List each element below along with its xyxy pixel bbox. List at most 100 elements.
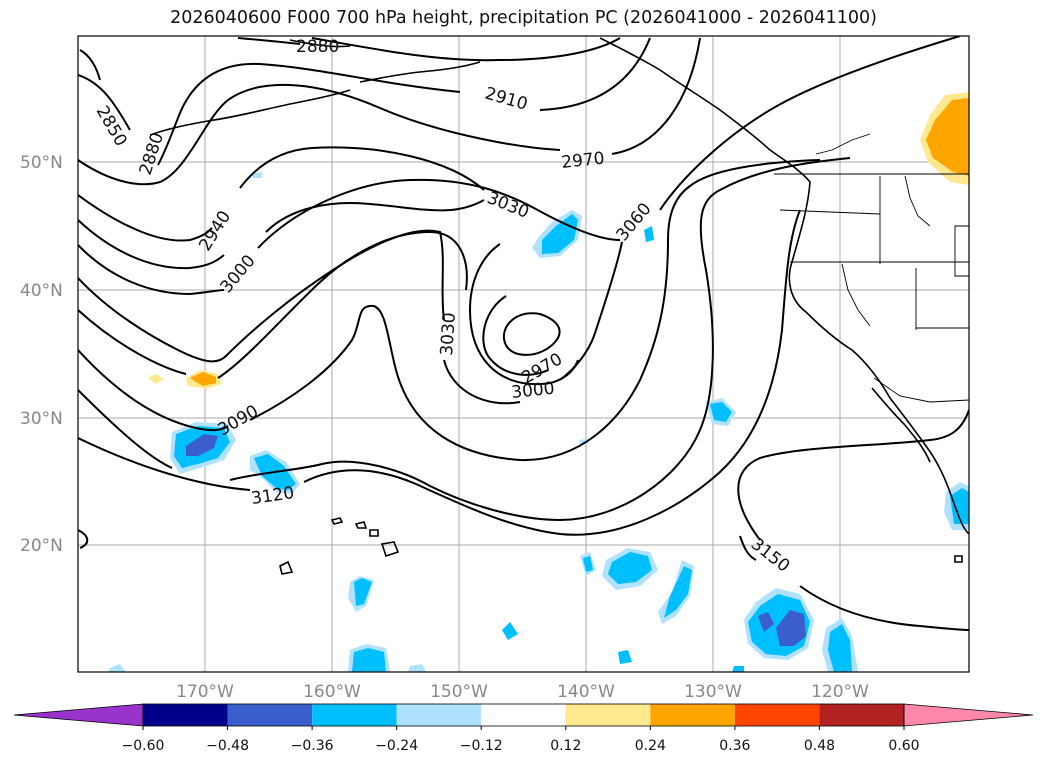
colorbar-box — [143, 704, 228, 726]
colorbar-tick-label: −0.48 — [206, 738, 249, 754]
precip-negative-area — [618, 650, 632, 664]
coastline — [369, 529, 379, 537]
precip-negative-area — [252, 172, 262, 178]
colorbar-tick-label: 0.12 — [550, 738, 581, 754]
coastline — [380, 541, 400, 558]
colorbar-tick-label: −0.60 — [122, 738, 165, 754]
precip-negative-area — [108, 664, 126, 672]
coastline — [289, 39, 351, 48]
colorbar-outline — [142, 703, 905, 727]
lon-label: 130°W — [684, 682, 742, 702]
contour-line — [78, 62, 461, 166]
lat-label: 40°N — [20, 281, 63, 301]
contour-line — [78, 178, 621, 296]
precip-negative-area — [950, 488, 969, 524]
coastline — [871, 387, 931, 463]
contour-line — [79, 49, 101, 81]
colorbar-tick-label: 0.36 — [719, 738, 750, 754]
coastline — [330, 517, 344, 525]
contour-label: 2880 — [296, 37, 339, 57]
contour-line — [502, 312, 561, 356]
lon-label: 140°W — [557, 682, 615, 702]
map-frame — [77, 35, 970, 673]
border-line — [779, 209, 881, 215]
coastline — [279, 560, 294, 575]
contour-line — [78, 209, 801, 536]
colorbar-box — [650, 704, 735, 726]
colorbar-box — [819, 704, 904, 726]
border-line — [873, 377, 969, 403]
contour-line — [78, 157, 851, 522]
contour-line — [78, 529, 89, 549]
colorbar-tick-label: −0.24 — [375, 738, 418, 754]
coastline — [354, 521, 368, 529]
borders — [774, 133, 969, 403]
colorbar-extend-max — [903, 703, 1034, 727]
precip-negative-area — [758, 612, 774, 632]
lon-label: 150°W — [430, 682, 488, 702]
precip-negative-area — [502, 622, 518, 640]
precip-negative-area — [710, 402, 732, 422]
contour-label: 2970 — [560, 149, 605, 173]
precip-positive-area — [148, 374, 164, 384]
precip-shading — [108, 92, 969, 672]
contour-line — [237, 37, 301, 45]
contour-line — [78, 159, 821, 462]
precip-negative-area — [583, 556, 593, 572]
border-line — [841, 263, 871, 327]
coastline — [599, 37, 969, 535]
coastline — [359, 61, 481, 83]
colorbar-extend-min — [13, 703, 144, 727]
coastline — [149, 89, 351, 136]
colorbar-tick-label: −0.12 — [460, 738, 503, 754]
colorbar-box — [396, 704, 482, 726]
colorbar-box — [227, 704, 313, 726]
lon-label: 170°W — [176, 682, 234, 702]
lat-label: 50°N — [20, 153, 63, 173]
contour-label: 3000 — [510, 379, 555, 403]
colorbar-box — [312, 704, 397, 726]
longitude-labels: 170°W 160°W 150°W 140°W 130°W 120°W — [176, 682, 869, 702]
border-line — [954, 225, 969, 277]
map-title: 2026040600 F000 700 hPa height, precipit… — [170, 8, 877, 28]
colorbar-box — [565, 704, 651, 726]
precip-negative-area — [776, 610, 806, 646]
precip-negative-area — [352, 648, 386, 672]
precip-negative-area — [732, 666, 744, 672]
precip-negative-area — [186, 434, 218, 456]
precip-negative-area — [644, 226, 654, 242]
colorbar-tick-label: −0.36 — [291, 738, 334, 754]
coastline — [954, 555, 963, 563]
border-line — [904, 175, 931, 227]
contour-line — [659, 36, 961, 211]
border-line — [815, 133, 871, 155]
colorbar-box — [481, 704, 566, 726]
gridlines — [78, 36, 969, 672]
colorbar-box — [734, 704, 820, 726]
colorbar-tick-label: 0.60 — [888, 738, 919, 754]
latitude-labels: 50°N 40°N 30°N 20°N — [20, 153, 63, 556]
contour-line — [78, 230, 468, 379]
precip-negative-area — [408, 664, 426, 672]
lon-label: 120°W — [811, 682, 869, 702]
precip-positive-area — [926, 98, 969, 176]
precip-negative-area — [354, 578, 372, 606]
lat-label: 20°N — [20, 536, 63, 556]
precip-negative-area — [664, 566, 692, 618]
contour-line — [611, 37, 701, 155]
lon-label: 160°W — [303, 682, 361, 702]
precip-positive-area — [190, 372, 216, 386]
contour-line — [78, 199, 485, 270]
contour-line — [482, 295, 549, 376]
contour-line — [311, 37, 621, 62]
contour-line — [539, 37, 651, 111]
lat-label: 30°N — [20, 409, 63, 429]
contour-line — [468, 243, 579, 386]
contour-line — [78, 146, 485, 242]
contour-line — [737, 409, 969, 541]
colorbar-tick-label: 0.48 — [804, 738, 835, 754]
colorbar-tick-label: 0.24 — [635, 738, 666, 754]
contour-line — [78, 83, 561, 186]
colorbar: −0.60 −0.48 −0.36 −0.24 −0.12 0.12 0.24 0.36 0.4… — [13, 703, 1034, 754]
